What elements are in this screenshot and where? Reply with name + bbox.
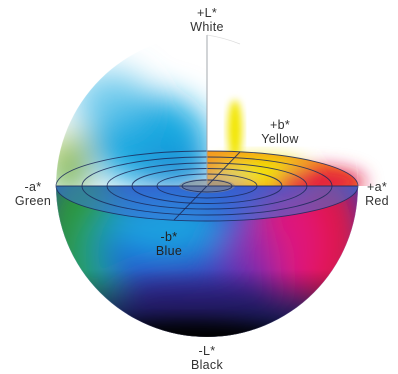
label-plus-l-name: White [190, 20, 224, 34]
sphere-outline [55, 34, 359, 338]
label-plus-a: +a* Red [358, 180, 396, 208]
label-minus-b-name: Blue [155, 244, 183, 258]
label-plus-a-name: Red [365, 194, 389, 208]
label-minus-b-sign: -b* [160, 230, 178, 244]
label-plus-a-sign: +a* [366, 180, 388, 194]
label-plus-b: +b* Yellow [254, 118, 306, 146]
label-minus-l-sign: -L* [198, 344, 216, 358]
label-minus-b: -b* Blue [146, 230, 192, 258]
label-plus-b-name: Yellow [261, 132, 299, 146]
label-minus-a-sign: -a* [24, 180, 42, 194]
label-minus-a: -a* Green [10, 180, 56, 208]
label-plus-b-sign: +b* [269, 118, 291, 132]
label-minus-l: -L* Black [183, 344, 231, 372]
label-plus-l-sign: +L* [196, 6, 218, 20]
label-plus-l: +L* White [183, 6, 231, 34]
label-minus-a-name: Green [14, 194, 52, 208]
label-minus-l-name: Black [190, 358, 224, 372]
